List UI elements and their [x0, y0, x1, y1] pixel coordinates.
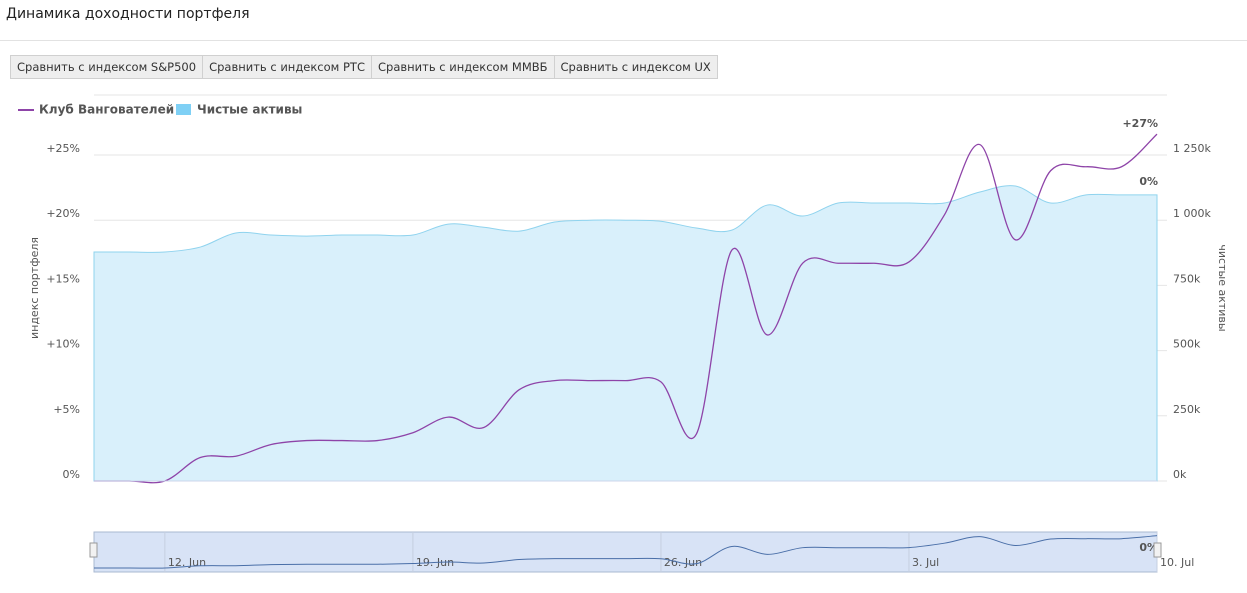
- x-tick-label: 26. Jun: [664, 556, 702, 569]
- y-tick-label: +25%: [46, 142, 80, 155]
- compare-button[interactable]: Сравнить с индексом S&P500: [11, 56, 204, 78]
- y2-tick-label: 0k: [1173, 468, 1187, 481]
- navigator-handle: [89, 542, 98, 558]
- legend-label: Чистые активы: [197, 103, 302, 117]
- annotation: 0%: [1139, 541, 1158, 554]
- line-series: [94, 133, 1158, 484]
- legend-swatch: [176, 104, 191, 115]
- y-tick-label: +5%: [53, 403, 80, 416]
- compare-button[interactable]: Сравнить с индексом ММВБ: [372, 56, 555, 78]
- compare-buttons: Сравнить с индексом S&P500 Сравнить с инд…: [10, 55, 718, 79]
- navigator: [93, 531, 1158, 573]
- x-tick-label: 10. Jul: [1160, 556, 1194, 569]
- legend-label: Клуб Вангователей: [39, 103, 174, 117]
- compare-button[interactable]: Сравнить с индексом РТС: [203, 56, 372, 78]
- y2-tick-label: 500k: [1173, 338, 1201, 351]
- page-title: Динамика доходности портфеля: [6, 6, 250, 22]
- y2-axis-title: чистые активы: [1216, 244, 1229, 331]
- compare-button[interactable]: Сравнить с индексом UX: [560, 60, 711, 74]
- y2-tick-label: 1 250k: [1173, 142, 1211, 155]
- y-axis-title: индекс портфеля: [28, 237, 41, 339]
- navigator-line: [94, 535, 1158, 569]
- y2-tick-label: 250k: [1173, 403, 1201, 416]
- navigator-handle: [1153, 542, 1162, 558]
- y-tick-label: +20%: [46, 207, 80, 220]
- y-tick-label: 0%: [63, 468, 80, 481]
- annotation: +27%: [1122, 117, 1158, 130]
- annotation: 0%: [1139, 175, 1158, 188]
- divider: [0, 40, 1247, 41]
- y-tick-label: +10%: [46, 338, 80, 351]
- y-tick-label: +15%: [46, 272, 80, 285]
- x-tick-label: 3. Jul: [912, 556, 939, 569]
- y2-tick-label: 1 000k: [1173, 207, 1211, 220]
- y2-tick-label: 750k: [1173, 272, 1201, 285]
- area-series: [93, 185, 1158, 482]
